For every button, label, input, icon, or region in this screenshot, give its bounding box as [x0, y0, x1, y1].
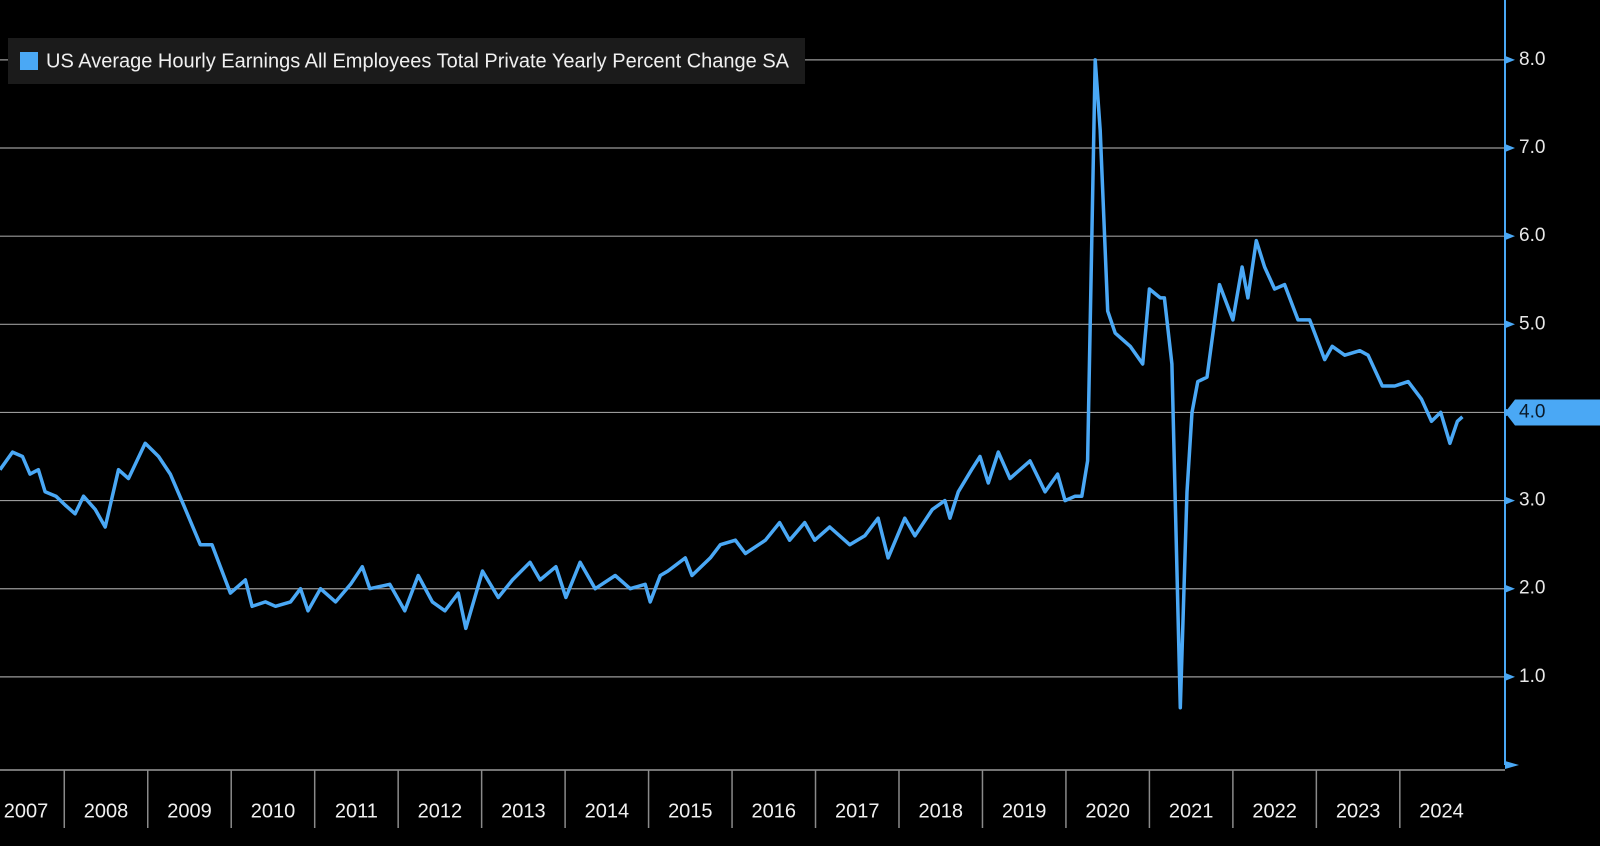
y-axis-arrow	[1505, 761, 1519, 769]
y-tick	[1505, 55, 1515, 64]
series-line	[0, 58, 1464, 710]
legend-box	[8, 38, 806, 84]
x-tick-label: 2016	[752, 800, 797, 822]
x-tick-label: 2018	[918, 800, 963, 822]
value-badge-label: 4.0	[1519, 401, 1545, 422]
y-tick-label: 8.0	[1519, 49, 1545, 70]
legend-swatch	[20, 52, 38, 70]
y-tick	[1505, 144, 1515, 153]
x-tick-label: 2021	[1169, 800, 1214, 822]
y-tick	[1505, 320, 1515, 329]
x-tick-label: 2015	[668, 800, 713, 822]
x-tick-label: 2022	[1252, 800, 1297, 822]
y-tick	[1505, 496, 1515, 505]
x-tick-label: 2013	[501, 800, 546, 822]
x-tick-label: 2019	[1002, 800, 1047, 822]
x-tick-label: 2009	[167, 800, 212, 822]
y-tick-label: 7.0	[1519, 137, 1545, 158]
x-tick-label: 2023	[1336, 800, 1381, 822]
y-tick-label: 1.0	[1519, 666, 1545, 687]
x-tick-label: 2020	[1085, 800, 1130, 822]
x-tick-label: 2010	[251, 800, 296, 822]
y-tick	[1505, 232, 1515, 241]
y-tick-label: 5.0	[1519, 313, 1545, 334]
x-tick-label: 2014	[585, 800, 630, 822]
x-tick-label: 2008	[84, 800, 129, 822]
y-tick-label: 3.0	[1519, 490, 1545, 511]
x-tick-label: 2007	[4, 800, 49, 822]
legend: US Average Hourly Earnings All Employees…	[8, 38, 806, 84]
x-tick-label: 2024	[1419, 800, 1464, 822]
x-tick-label: 2017	[835, 800, 880, 822]
y-tick	[1505, 584, 1515, 593]
value-badge	[1505, 399, 1600, 426]
legend-label: US Average Hourly Earnings All Employees…	[46, 50, 790, 72]
y-tick-label: 6.0	[1519, 225, 1545, 246]
y-tick	[1505, 672, 1515, 681]
y-tick-label: 2.0	[1519, 578, 1545, 599]
x-tick-label: 2011	[335, 800, 378, 822]
x-tick-label: 2012	[418, 800, 463, 822]
